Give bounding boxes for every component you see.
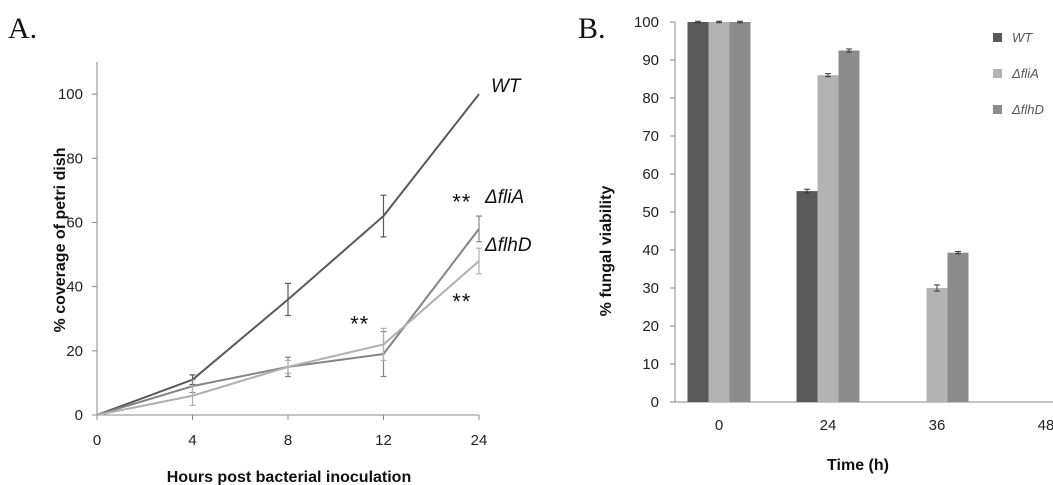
chart-b-legend-swatch xyxy=(993,33,1002,42)
chart-b-x-tick-label: 0 xyxy=(715,417,723,434)
chart-b-bar xyxy=(729,22,751,402)
chart-a-y-tick-label: 100 xyxy=(58,86,83,103)
chart-a-series-label: ΔflhD xyxy=(484,235,532,256)
chart-a-series-line xyxy=(96,228,480,416)
chart-b-bar xyxy=(708,22,730,402)
line-chart-panel: A. % coverage of petri dish Hours post b… xyxy=(8,12,532,485)
chart-b-x-tick-label: 48 xyxy=(1038,417,1053,434)
chart-b-y-tick-label: 30 xyxy=(642,280,659,297)
chart-b-bar xyxy=(796,191,818,402)
chart-b-y-tick-label: 10 xyxy=(642,356,659,373)
chart-b-y-tick-label: 40 xyxy=(642,242,659,259)
bar-chart-panel: B. % fungal viability Time (h) 0 10 20 30 40… xyxy=(578,12,1053,474)
chart-a-x-tick-label: 4 xyxy=(188,432,196,449)
panel-a-letter: A. xyxy=(8,12,37,45)
chart-a-x-tick-label: 12 xyxy=(375,432,392,449)
panel-b-letter: B. xyxy=(578,12,606,45)
chart-a-xlabel: Hours post bacterial inoculation xyxy=(167,469,411,485)
chart-a-series-label: WT xyxy=(491,76,522,97)
chart-b-legend-swatch xyxy=(993,69,1002,78)
chart-a-ylabel: % coverage of petri dish xyxy=(52,148,69,333)
chart-b-bar xyxy=(947,252,969,402)
chart-b-y-tick-label: 70 xyxy=(642,128,659,145)
chart-b-y-tick-label: 50 xyxy=(642,204,659,221)
chart-a-y-tick-label: 20 xyxy=(66,343,83,360)
chart-a-y-tick-label: 60 xyxy=(66,214,83,231)
chart-a-x-tick-label: 0 xyxy=(93,432,101,449)
chart-a-x-tick-label: 24 xyxy=(471,432,488,449)
chart-b-y-tick-label: 90 xyxy=(642,52,659,69)
chart-b-y-tick-label: 80 xyxy=(642,90,659,107)
chart-b-y-tick-label: 20 xyxy=(642,318,659,335)
chart-b-legend-label: ΔfliA xyxy=(1011,66,1039,81)
chart-b-x-tick-label: 24 xyxy=(820,417,837,434)
chart-a-significance-label: ** xyxy=(452,289,471,314)
chart-a-significance-label: ** xyxy=(452,190,471,215)
chart-b-x-tick-label: 36 xyxy=(929,417,946,434)
chart-b-y-tick-label: 100 xyxy=(634,14,659,31)
chart-a-series-label: ΔfliA xyxy=(484,187,524,208)
chart-b-xlabel: Time (h) xyxy=(827,457,889,474)
chart-b-bar xyxy=(838,50,860,402)
chart-b-legend-label: ΔflhD xyxy=(1011,102,1044,117)
chart-b-bar xyxy=(817,75,839,402)
chart-b-bar xyxy=(687,22,709,402)
chart-a-significance-label: ** xyxy=(350,312,369,337)
chart-a-y-tick-label: 80 xyxy=(66,150,83,167)
chart-a-x-tick-label: 8 xyxy=(284,432,292,449)
chart-b-bar xyxy=(926,288,948,402)
chart-b-legend-swatch xyxy=(993,105,1002,114)
chart-b-y-tick-label: 0 xyxy=(651,394,659,411)
chart-a-y-tick-label: 40 xyxy=(66,279,83,296)
chart-a-y-tick-label: 0 xyxy=(75,407,83,424)
chart-b-legend-label: WT xyxy=(1012,30,1033,45)
chart-b-y-tick-label: 60 xyxy=(642,166,659,183)
chart-b-ylabel: % fungal viability xyxy=(598,186,615,317)
